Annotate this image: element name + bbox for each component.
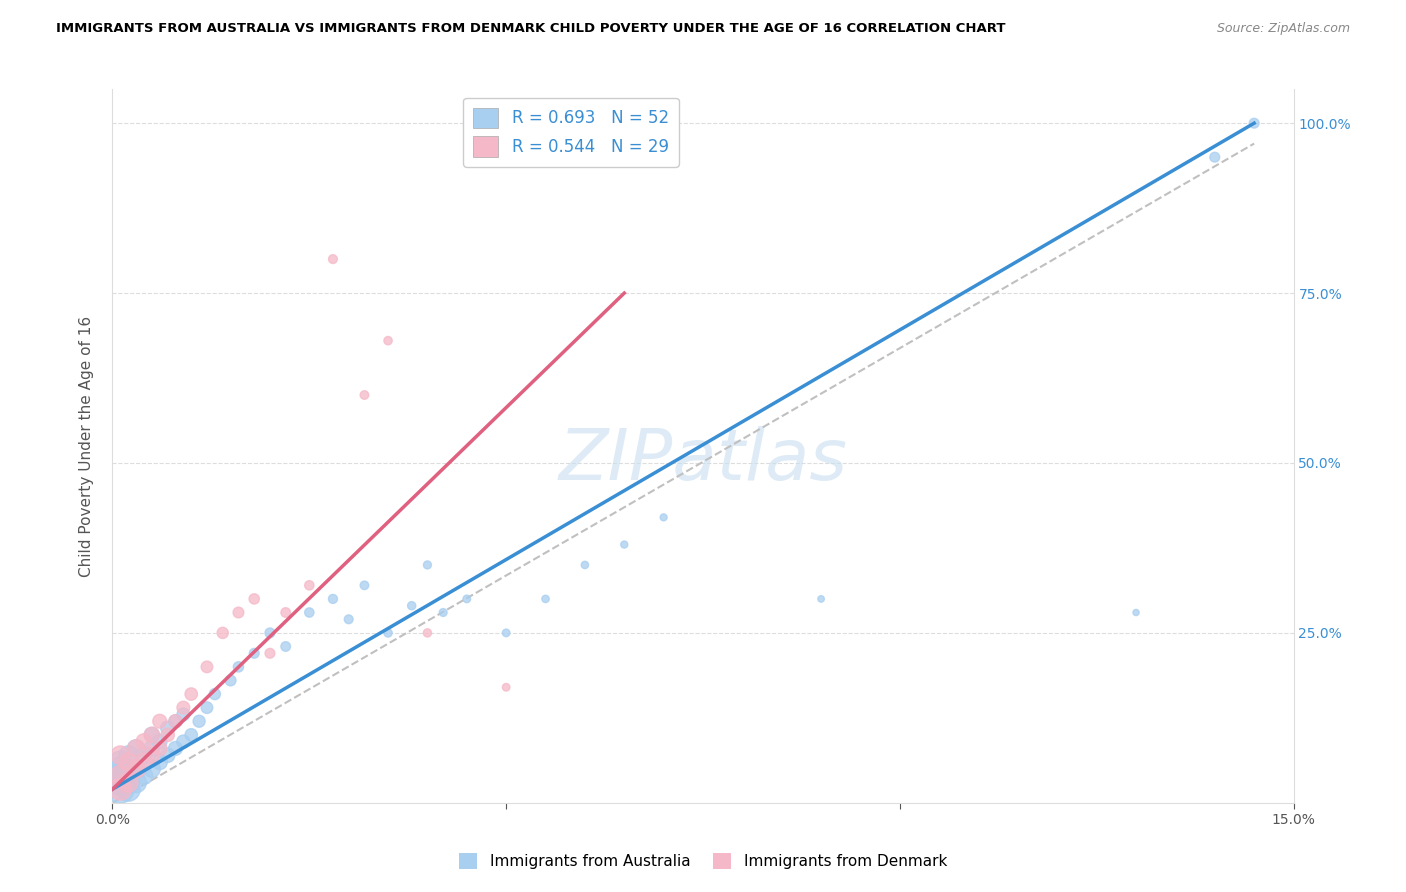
Point [243,646,266,660]
Point [165,714,187,729]
Point [353,388,375,402]
Point [432,606,454,620]
Point [259,626,281,640]
Point [110,782,132,797]
Point [180,728,202,742]
Point [377,626,399,640]
Point [132,748,155,763]
Point [274,606,297,620]
Point [156,748,179,763]
Point [613,537,636,551]
Point [132,734,155,748]
Point [416,626,439,640]
Point [149,741,172,756]
Point [125,741,148,756]
Point [195,700,218,714]
Point [172,700,194,714]
Point [110,755,132,769]
Point [117,748,139,763]
Point [132,755,155,769]
Point [125,762,148,776]
Point [204,687,226,701]
Point [259,646,281,660]
Point [110,775,132,789]
Point [149,714,172,729]
Point [353,578,375,592]
Point [110,769,132,783]
Point [141,728,163,742]
Point [149,755,172,769]
Legend: Immigrants from Australia, Immigrants from Denmark: Immigrants from Australia, Immigrants fr… [453,847,953,875]
Point [810,591,832,606]
Point [132,769,155,783]
Text: Source: ZipAtlas.com: Source: ZipAtlas.com [1216,22,1350,36]
Point [243,591,266,606]
Point [165,714,187,729]
Point [1125,606,1147,620]
Point [125,775,148,789]
Point [377,334,399,348]
Point [1243,116,1265,130]
Point [322,252,344,266]
Point [298,578,321,592]
Point [149,734,172,748]
Point [195,660,218,674]
Point [117,775,139,789]
Point [141,748,163,763]
Point [1204,150,1226,164]
Text: ZIPatlas: ZIPatlas [558,425,848,495]
Point [110,762,132,776]
Point [180,687,202,701]
Point [117,775,139,789]
Point [652,510,675,524]
Point [125,762,148,776]
Point [117,769,139,783]
Point [274,640,297,654]
Point [298,606,321,620]
Y-axis label: Child Poverty Under the Age of 16: Child Poverty Under the Age of 16 [79,316,94,576]
Point [456,591,478,606]
Point [188,714,211,729]
Point [322,591,344,606]
Legend: R = 0.693   N = 52, R = 0.544   N = 29: R = 0.693 N = 52, R = 0.544 N = 29 [464,97,679,167]
Point [416,558,439,572]
Point [110,782,132,797]
Point [141,728,163,742]
Point [337,612,360,626]
Point [574,558,596,572]
Point [110,769,132,783]
Point [401,599,423,613]
Point [110,748,132,763]
Point [228,606,250,620]
Point [228,660,250,674]
Point [156,728,179,742]
Point [117,755,139,769]
Point [172,734,194,748]
Point [165,741,187,756]
Point [125,741,148,756]
Point [156,721,179,735]
Point [172,707,194,722]
Point [534,591,557,606]
Point [141,741,163,756]
Text: IMMIGRANTS FROM AUSTRALIA VS IMMIGRANTS FROM DENMARK CHILD POVERTY UNDER THE AGE: IMMIGRANTS FROM AUSTRALIA VS IMMIGRANTS … [56,22,1005,36]
Point [219,673,242,688]
Point [211,626,233,640]
Point [117,782,139,797]
Point [141,762,163,776]
Point [495,680,517,694]
Point [495,626,517,640]
